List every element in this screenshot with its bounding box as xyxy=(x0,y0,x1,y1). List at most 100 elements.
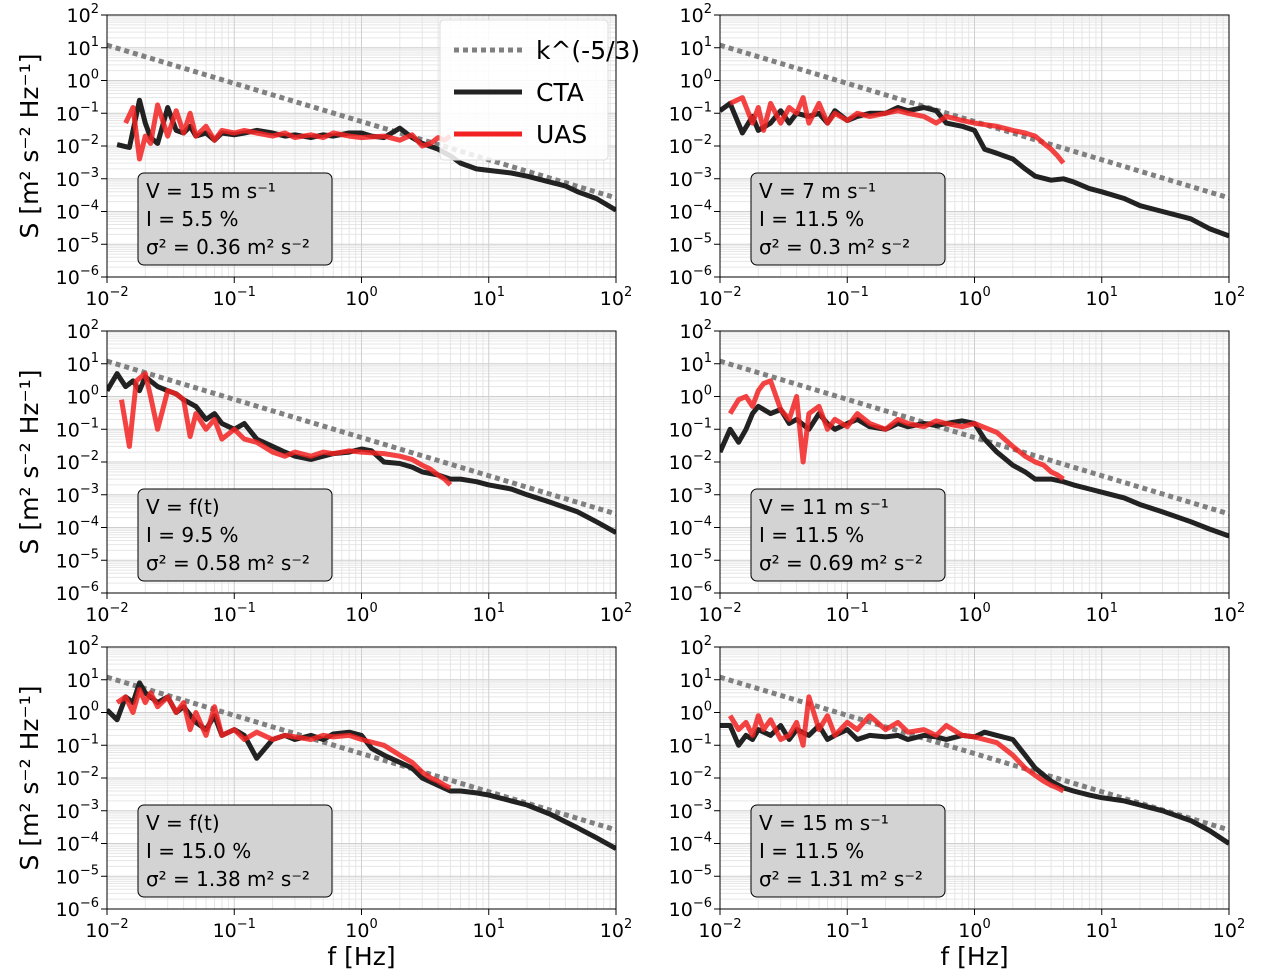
y-tick-label: 10−2 xyxy=(669,449,712,474)
annotation-line: I = 9.5 % xyxy=(146,523,239,547)
y-tick-label: 100 xyxy=(680,68,712,93)
panel-bottom-left: 10−2 10−1 100 101 102 10−6 10−5 10−4 10−3 10−2 10−… xyxy=(15,634,632,971)
y-tick-label: 10−6 xyxy=(669,264,712,289)
annotation-line: σ² = 0.58 m² s⁻² xyxy=(146,551,310,575)
annotation-box xyxy=(750,804,946,898)
uas-series-line xyxy=(727,378,1065,482)
annotation-line: V = 15 m s⁻¹ xyxy=(146,179,276,203)
y-tick-label: 10−3 xyxy=(669,798,712,823)
cta-series-line xyxy=(720,403,1229,539)
y-tick-label: 10−5 xyxy=(56,231,99,256)
y-axis-label: S [m² s⁻² Hz⁻¹] xyxy=(15,54,44,239)
annotation-line: V = 7 m s⁻¹ xyxy=(759,179,876,203)
y-tick-label: 102 xyxy=(680,2,712,27)
y-tick-label: 100 xyxy=(680,384,712,409)
annotation-line: I = 15.0 % xyxy=(146,839,251,863)
y-tick-label: 10−3 xyxy=(56,798,99,823)
y-tick-label: 101 xyxy=(67,351,99,376)
y-tick-label: 102 xyxy=(67,634,99,659)
annotation-line: V = 15 m s⁻¹ xyxy=(759,811,889,835)
x-tick-label: 101 xyxy=(1086,917,1118,942)
x-tick-label: 102 xyxy=(600,285,632,310)
y-tick-label: 10−3 xyxy=(669,166,712,191)
x-tick-label: 100 xyxy=(345,917,377,942)
x-tick-label: 10−2 xyxy=(85,285,128,310)
y-tick-label: 10−6 xyxy=(56,896,99,921)
series-group xyxy=(107,358,616,535)
y-tick-label: 10−2 xyxy=(56,133,99,158)
grid xyxy=(719,14,1230,278)
series-group xyxy=(720,358,1229,539)
x-tick-label: 101 xyxy=(473,285,505,310)
y-tick-label: 10−6 xyxy=(56,580,99,605)
y-tick-label: 10−3 xyxy=(56,482,99,507)
y-tick-label: 10−1 xyxy=(669,100,712,125)
panel-top-right: 10−2 10−1 100 101 102 10−6 10−5 10−4 10−3 10−2 10−… xyxy=(669,2,1246,310)
x-tick-label: 101 xyxy=(473,601,505,626)
ref-series-line xyxy=(107,42,616,201)
x-tick-label: 10−2 xyxy=(698,285,741,310)
x-tick-label: 100 xyxy=(958,917,990,942)
y-tick-label: 101 xyxy=(680,351,712,376)
y-tick-label: 10−1 xyxy=(56,100,99,125)
y-tick-label: 10−2 xyxy=(669,133,712,158)
y-tick-label: 101 xyxy=(680,35,712,60)
y-tick-label: 10−5 xyxy=(56,547,99,572)
y-tick-label: 10−1 xyxy=(669,732,712,757)
y-tick-label: 10−4 xyxy=(56,199,99,224)
annotation-line: σ² = 0.3 m² s⁻² xyxy=(759,235,910,259)
y-tick-label: 101 xyxy=(680,667,712,692)
y-tick-label: 10−4 xyxy=(669,831,712,856)
annotation-line: I = 11.5 % xyxy=(759,523,864,547)
annotation-box xyxy=(137,488,333,582)
annotation-box xyxy=(750,488,946,582)
x-tick-label: 100 xyxy=(345,285,377,310)
uas-series-line xyxy=(115,687,452,791)
series-group xyxy=(107,42,616,213)
x-tick-label: 10−1 xyxy=(826,285,869,310)
annotation-line: I = 5.5 % xyxy=(146,207,239,231)
y-tick-label: 102 xyxy=(67,318,99,343)
x-tick-label: 102 xyxy=(600,601,632,626)
y-tick-label: 100 xyxy=(680,700,712,725)
y-tick-label: 100 xyxy=(67,68,99,93)
y-tick-label: 10−1 xyxy=(56,732,99,757)
y-tick-label: 10−6 xyxy=(56,264,99,289)
annotation-line: σ² = 1.31 m² s⁻² xyxy=(759,867,923,891)
cta-legend-label: CTA xyxy=(536,78,584,107)
y-tick-label: 102 xyxy=(680,634,712,659)
y-tick-label: 10−2 xyxy=(669,765,712,790)
y-tick-label: 10−5 xyxy=(669,547,712,572)
annotation-line: I = 11.5 % xyxy=(759,207,864,231)
y-tick-label: 100 xyxy=(67,700,99,725)
annotation-box xyxy=(137,804,333,898)
legend: k^(-5/3) CTA UAS xyxy=(439,19,640,161)
annotation-line: V = 11 m s⁻¹ xyxy=(759,495,889,519)
x-tick-label: 101 xyxy=(473,917,505,942)
y-tick-label: 10−2 xyxy=(56,765,99,790)
y-tick-label: 10−3 xyxy=(56,166,99,191)
series-group xyxy=(107,674,616,851)
panel-middle-left: 10−2 10−1 100 101 102 10−6 10−5 10−4 10−3 10−2 10−… xyxy=(15,318,632,626)
grid xyxy=(719,330,1230,594)
x-tick-label: 102 xyxy=(1213,917,1245,942)
x-tick-label: 102 xyxy=(1213,285,1245,310)
y-tick-label: 102 xyxy=(680,318,712,343)
cta-series-line xyxy=(107,371,616,535)
uas-legend-label: UAS xyxy=(536,120,587,149)
x-tick-label: 10−1 xyxy=(213,285,256,310)
annotation-line: σ² = 1.38 m² s⁻² xyxy=(146,867,310,891)
x-tick-label: 10−1 xyxy=(213,917,256,942)
grid xyxy=(719,646,1230,910)
x-tick-label: 10−1 xyxy=(826,917,869,942)
y-tick-label: 10−1 xyxy=(56,416,99,441)
x-tick-label: 101 xyxy=(1086,601,1118,626)
x-tick-label: 102 xyxy=(1213,601,1245,626)
ref-legend-label: k^(-5/3) xyxy=(536,36,640,65)
x-tick-label: 100 xyxy=(958,601,990,626)
y-tick-label: 10−5 xyxy=(669,231,712,256)
ref-series-line xyxy=(720,358,1229,517)
annotation-line: V = f(t) xyxy=(146,495,220,519)
panel-bottom-right: 10−2 10−1 100 101 102 10−6 10−5 10−4 10−3 10−2 10−… xyxy=(669,634,1246,971)
